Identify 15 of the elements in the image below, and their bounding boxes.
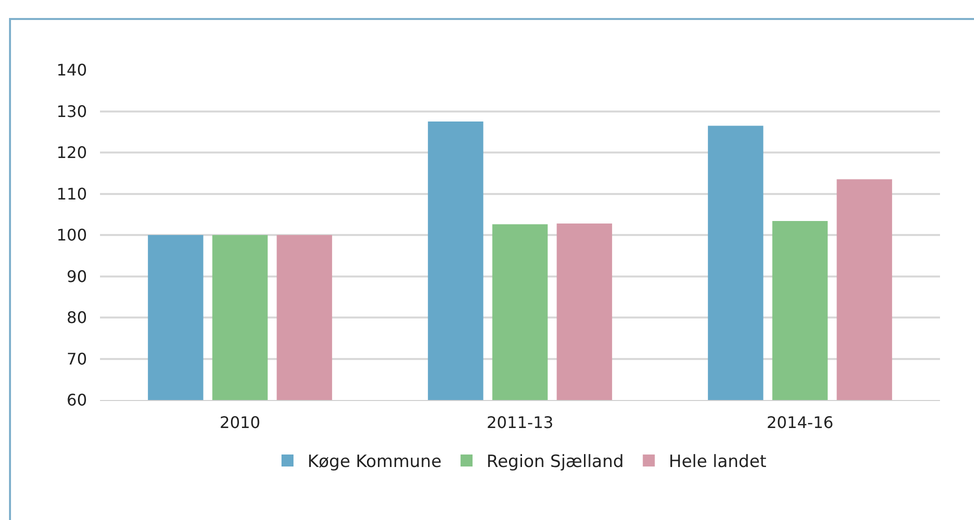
y-tick-label: 60 <box>66 390 87 410</box>
y-tick-label: 140 <box>56 60 87 80</box>
y-tick-label: 110 <box>56 184 87 204</box>
legend-label: Køge Kommune <box>308 452 442 472</box>
y-tick-label: 130 <box>56 102 87 121</box>
y-tick-label: 100 <box>56 226 87 245</box>
y-tick-label: 70 <box>66 349 87 368</box>
legend-label: Region Sjælland <box>486 452 624 472</box>
y-tick-label: 80 <box>66 308 87 328</box>
x-tick-label: 2011-13 <box>486 413 554 432</box>
x-tick-label: 2014-16 <box>766 413 834 432</box>
legend-label: Hele landet <box>668 452 767 472</box>
x-tick-label: 2010 <box>220 413 260 432</box>
y-tick-label: 90 <box>66 266 87 286</box>
y-tick-label: 120 <box>56 143 87 162</box>
